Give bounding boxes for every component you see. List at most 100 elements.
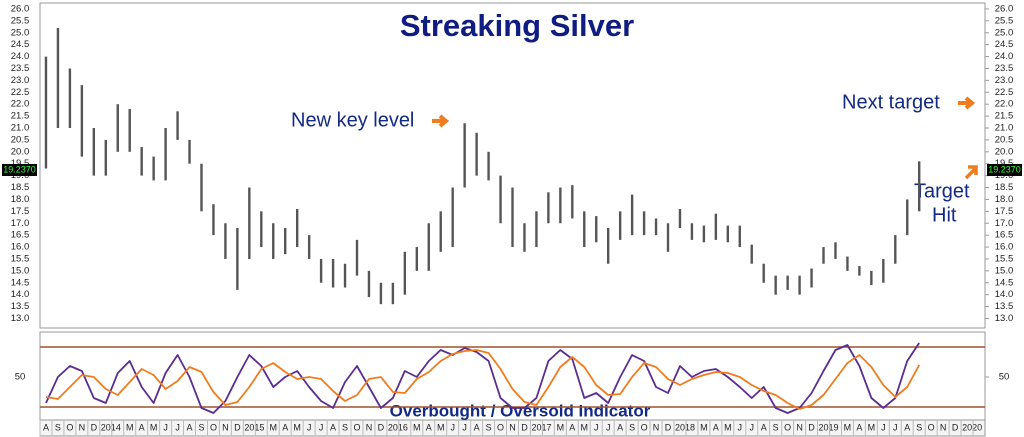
x-tick-label: O	[497, 422, 504, 432]
y-tick-label: 16.5	[11, 230, 30, 241]
x-tick-label: J	[450, 422, 455, 432]
x-tick-label: M	[270, 422, 278, 432]
x-tick-label: J	[606, 422, 611, 432]
x-tick-label: J	[594, 422, 599, 432]
x-tick-label: M	[126, 422, 134, 432]
x-tick-label: S	[629, 422, 635, 432]
y-tick-label: 23.0	[995, 75, 1014, 86]
x-tick-label: O	[353, 422, 360, 432]
x-tick-label: J	[893, 422, 898, 432]
y-tick-label: 20.5	[995, 134, 1014, 145]
x-tick-label: O	[66, 422, 73, 432]
y-tick-label: 26.0	[995, 3, 1014, 14]
x-tick-label: N	[79, 422, 86, 432]
y-tick-label: 22.5	[995, 87, 1014, 98]
x-tick-label: M	[293, 422, 301, 432]
price-frame	[39, 2, 986, 329]
y-tick-label: 21.5	[995, 111, 1014, 122]
y-tick-label: 22.0	[995, 99, 1014, 110]
x-tick-label: A	[43, 422, 49, 432]
y-tick-label: 14.0	[11, 289, 30, 300]
x-tick-label: A	[282, 422, 288, 432]
x-tick-label: D	[808, 422, 815, 432]
x-tick-label: S	[198, 422, 204, 432]
y-tick-label: 24.0	[11, 51, 30, 62]
y-tick-label: 18.5	[11, 182, 30, 193]
y-tick-label: 15.0	[995, 265, 1014, 276]
x-tick-label: J	[738, 422, 743, 432]
x-tick-label: 2015	[244, 422, 264, 432]
x-tick-label: A	[856, 422, 862, 432]
x-tick-label: D	[521, 422, 528, 432]
x-tick-label: J	[319, 422, 324, 432]
annotation: Hit	[932, 204, 957, 226]
x-tick-label: S	[773, 422, 779, 432]
y-tick-label: 16.5	[995, 230, 1014, 241]
y-tick-label: 20.0	[995, 146, 1014, 157]
x-tick-label: A	[330, 422, 336, 432]
x-tick-label: A	[426, 422, 432, 432]
y-tick-label: 13.0	[11, 313, 30, 324]
y-tick-label: 20.0	[11, 146, 30, 157]
x-tick-label: J	[749, 422, 754, 432]
y-tick-label: 15.0	[11, 265, 30, 276]
x-tick-label: D	[91, 422, 98, 432]
x-tick-label: O	[784, 422, 791, 432]
x-tick-label: M	[437, 422, 445, 432]
arrow	[958, 96, 976, 110]
y-tick-label: 14.5	[11, 277, 30, 288]
x-tick-label: 2018	[675, 422, 695, 432]
y-tick-label: 22.5	[11, 87, 30, 98]
annotation: New key level	[291, 109, 414, 131]
y-tick-label: 20.5	[11, 134, 30, 145]
y-tick-label: 24.5	[11, 39, 30, 50]
y-tick-label: 25.5	[11, 15, 30, 26]
y-tick-label: 18.0	[995, 194, 1014, 205]
annotation: Next target	[842, 91, 940, 113]
y-tick-label: 13.5	[11, 301, 30, 312]
annotation: Target	[914, 180, 970, 202]
x-tick-label: S	[486, 422, 492, 432]
y-tick-label: 15.5	[995, 253, 1014, 264]
arrow	[432, 114, 450, 128]
y-tick-label: 14.0	[995, 289, 1014, 300]
x-tick-label: A	[904, 422, 910, 432]
y-tick-label: 17.5	[11, 206, 30, 217]
x-tick-label: J	[163, 422, 168, 432]
x-tick-label: S	[342, 422, 348, 432]
y-tick-label: 26.0	[11, 3, 30, 14]
x-tick-label: D	[952, 422, 959, 432]
x-tick-label: N	[366, 422, 373, 432]
y-tick-label: 24.5	[995, 39, 1014, 50]
x-tick-label: N	[940, 422, 947, 432]
x-tick-label: M	[724, 422, 732, 432]
x-tick-label: A	[474, 422, 480, 432]
x-tick-label: M	[844, 422, 852, 432]
y-tick-label: 21.5	[11, 111, 30, 122]
x-tick-label: 2017	[531, 422, 551, 432]
indicator-title: Overbought / Oversold Indicator	[390, 401, 651, 420]
x-tick-label: A	[139, 422, 145, 432]
y-tick-label: 16.0	[995, 242, 1014, 253]
y-tick-label: 25.0	[11, 27, 30, 38]
x-tick-label: 2020	[962, 422, 982, 432]
x-tick-label: M	[700, 422, 708, 432]
x-tick-label: N	[222, 422, 229, 432]
x-tick-label: D	[234, 422, 241, 432]
x-tick-label: N	[653, 422, 660, 432]
y-tick-label: 13.5	[995, 301, 1014, 312]
indicator-line	[45, 342, 920, 414]
y-tick-label: 21.0	[995, 123, 1014, 134]
x-tick-label: J	[881, 422, 886, 432]
y-tick-label: 14.5	[995, 277, 1014, 288]
y-tick-label: 50	[15, 372, 26, 383]
y-tick-label: 22.0	[11, 99, 30, 110]
x-tick-label: 2014	[101, 422, 121, 432]
price-label-right: 19.2370	[988, 164, 1021, 174]
x-tick-label: N	[796, 422, 803, 432]
x-tick-label: M	[150, 422, 158, 432]
price-label-left: 19.2370	[3, 164, 36, 174]
chart-title: Streaking Silver	[400, 8, 634, 43]
y-tick-label: 25.5	[995, 15, 1014, 26]
